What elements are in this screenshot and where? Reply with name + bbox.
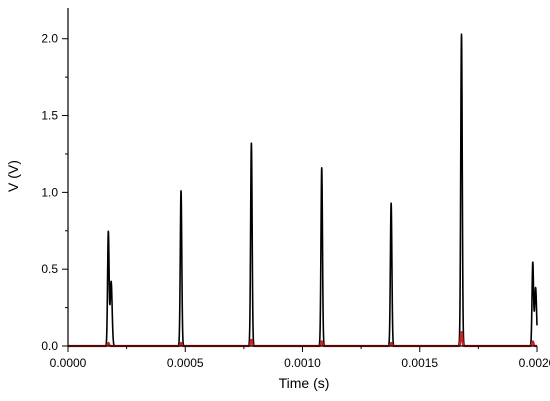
- series-1: [67, 331, 538, 348]
- series-0-line: [67, 33, 538, 347]
- y-axis-title: V (V): [5, 160, 21, 192]
- y-tick-label: 0.0: [41, 339, 58, 353]
- x-tick-label: 0.0010: [284, 356, 321, 370]
- series-1-line: [67, 331, 538, 348]
- y-tick-label: 1.5: [41, 109, 58, 123]
- series-0: [67, 33, 538, 347]
- x-tick-label: 0.0000: [50, 356, 87, 370]
- y-tick-label: 0.5: [41, 262, 58, 276]
- series-layer: [67, 33, 538, 348]
- x-axis-title: Time (s): [279, 375, 330, 391]
- y-tick-label: 2.0: [41, 32, 58, 46]
- y-tick-label: 1.0: [41, 185, 58, 199]
- x-tick-label: 0.0015: [401, 356, 438, 370]
- x-tick-label: 0.0005: [167, 356, 204, 370]
